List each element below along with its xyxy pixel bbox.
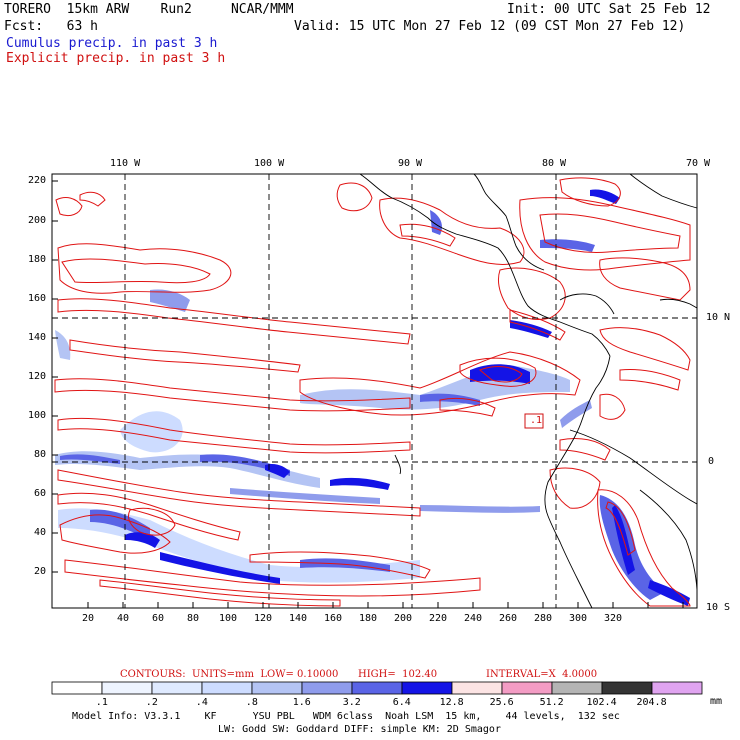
legend-label: .4 [195, 697, 208, 708]
legend-unit: mm [710, 696, 723, 707]
y-tick-label: 80 [34, 449, 47, 460]
contour-interval: INTERVAL=X 4.0000 [486, 669, 598, 680]
forecast-hour: Fcst: 63 h [4, 19, 98, 34]
y-tick-label: 40 [34, 527, 47, 538]
x-tick-label: 320 [604, 613, 623, 624]
x-tick-label: 60 [152, 613, 165, 624]
x-tick-label: 120 [254, 613, 273, 624]
legend-label: 6.4 [392, 697, 411, 708]
y-tick-label: 140 [28, 332, 47, 343]
x-tick-label: 80 [187, 613, 200, 624]
x-tick-label: 160 [324, 613, 343, 624]
contour-high: HIGH= 102.40 [358, 669, 438, 680]
legend-label: 3.2 [342, 697, 361, 708]
lat-lon-grid [52, 174, 697, 608]
valid-time: Valid: 15 UTC Mon 27 Feb 12 (09 CST Mon … [294, 19, 686, 34]
x-tick-label: 200 [394, 613, 413, 624]
coastline [359, 173, 698, 609]
field-title-explicit: Explicit precip. in past 3 h [6, 51, 226, 66]
legend-label: 102.4 [586, 697, 617, 708]
legend-label: 51.2 [539, 697, 564, 708]
init-time: Init: 00 UTC Sat 25 Feb 12 [507, 2, 711, 17]
y-tick-label: 100 [28, 410, 47, 421]
lon-label-70w: 70 W [686, 158, 711, 169]
legend-label: .2 [145, 697, 158, 708]
plot-frame [51, 173, 698, 609]
lon-label-100w: 100 W [254, 158, 285, 169]
legend-swatch [251, 681, 303, 695]
annotation-label: .1 [530, 415, 543, 426]
x-tick-label: 240 [464, 613, 483, 624]
y-tick-label: 60 [34, 488, 47, 499]
legend-swatch [551, 681, 603, 695]
legend-swatch [451, 681, 503, 695]
lat-label-10s: 10 S [706, 602, 731, 613]
legend-label: 12.8 [439, 697, 464, 708]
x-tick-label: 280 [534, 613, 553, 624]
cumulus-precip-shading [55, 189, 690, 606]
x-tick-label: 100 [219, 613, 238, 624]
precip-field [54, 177, 691, 607]
lat-label-0: 0 [708, 456, 715, 467]
legend-swatch [51, 681, 103, 695]
model-title: TORERO 15km ARW Run2 NCAR/MMM [4, 2, 294, 17]
legend-label: .1 [95, 697, 108, 708]
legend-label: 25.6 [489, 697, 514, 708]
annotation-box [524, 413, 544, 429]
lon-label-80w: 80 W [542, 158, 567, 169]
physics-info: LW: Godd SW: Goddard DIFF: simple KM: 2D… [218, 724, 501, 735]
explicit-precip-contours [54, 177, 691, 607]
y-tick-label: 160 [28, 293, 47, 304]
legend-swatch [151, 681, 203, 695]
lon-label-110w: 110 W [110, 158, 141, 169]
y-tick-label: 180 [28, 254, 47, 265]
x-tick-label: 300 [569, 613, 588, 624]
x-tick-label: 40 [117, 613, 130, 624]
lat-label-10n: 10 N [706, 312, 731, 323]
legend-swatch [351, 681, 403, 695]
field-title-cumulus: Cumulus precip. in past 3 h [6, 36, 218, 51]
legend-swatch [101, 681, 153, 695]
legend-swatch [651, 681, 703, 695]
legend-swatch [201, 681, 253, 695]
y-tick-label: 20 [34, 566, 47, 577]
legend-swatch [601, 681, 653, 695]
x-tick-label: 260 [499, 613, 518, 624]
lon-label-90w: 90 W [398, 158, 423, 169]
y-tick-label: 200 [28, 215, 47, 226]
x-tick-label: 20 [82, 613, 95, 624]
contour-units: CONTOURS: UNITS=mm LOW= 0.10000 [120, 669, 339, 680]
legend-label: 204.8 [636, 697, 667, 708]
model-info: Model Info: V3.3.1 KF YSU PBL WDM 6class… [72, 711, 620, 722]
legend-swatch [501, 681, 553, 695]
y-tick-label: 120 [28, 371, 47, 382]
legend-label: 1.6 [292, 697, 311, 708]
x-tick-label: 140 [289, 613, 308, 624]
x-tick-label: 180 [359, 613, 378, 624]
legend-swatch [301, 681, 353, 695]
y-tick-label: 220 [28, 175, 47, 186]
axis-ticks [52, 180, 684, 608]
x-tick-label: 220 [429, 613, 448, 624]
legend-colorbar [51, 681, 703, 695]
legend-swatch [401, 681, 453, 695]
legend-label: .8 [245, 697, 258, 708]
